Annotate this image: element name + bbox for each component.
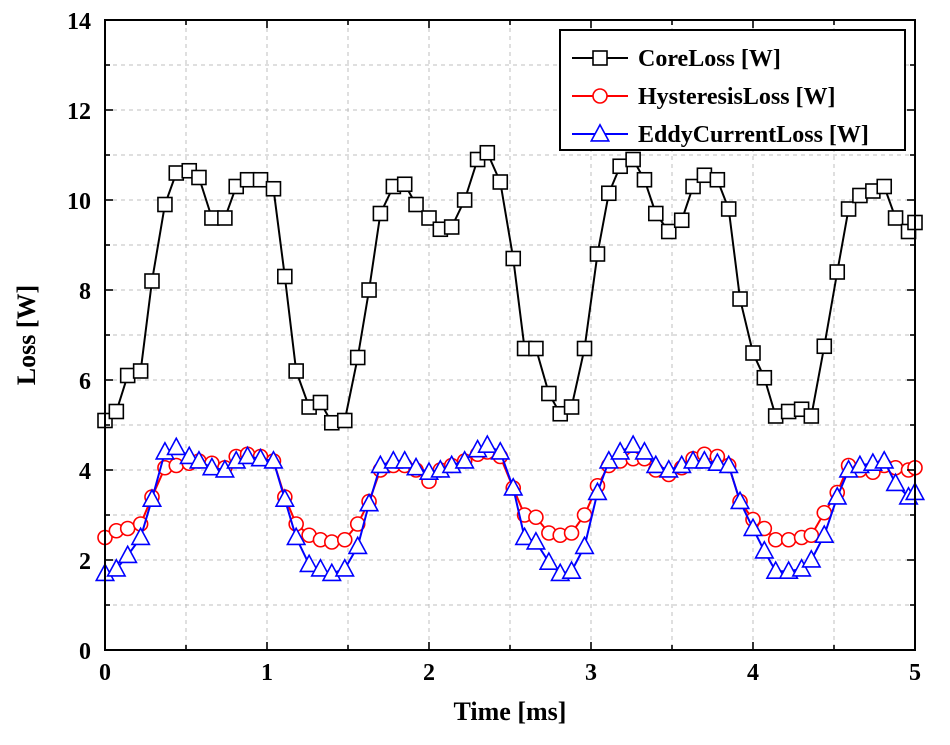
chart-svg: 01234502468101214Time [ms]Loss [W]CoreLo… [0,0,950,745]
y-tick-label: 12 [67,99,91,125]
y-tick-label: 10 [67,189,91,215]
y-tick-label: 2 [79,549,91,575]
loss-chart: 01234502468101214Time [ms]Loss [W]CoreLo… [0,0,950,745]
x-tick-label: 1 [261,660,273,686]
legend-label: CoreLoss [W] [638,46,781,72]
x-tick-label: 3 [585,660,597,686]
x-tick-label: 2 [423,660,435,686]
x-tick-label: 0 [99,660,111,686]
legend-label: EddyCurrentLoss [W] [638,122,869,148]
x-tick-label: 5 [909,660,921,686]
y-tick-label: 8 [79,279,91,305]
legend: CoreLoss [W] HysteresisLoss [W] EddyCurren… [560,30,905,150]
y-tick-label: 4 [79,459,91,485]
x-tick-label: 4 [747,660,759,686]
y-tick-label: 14 [67,9,91,35]
y-tick-label: 6 [79,369,91,395]
y-axis-label: Loss [W] [12,285,41,385]
legend-label: HysteresisLoss [W] [638,84,836,110]
y-tick-label: 0 [79,639,91,665]
x-axis-label: Time [ms] [454,697,567,726]
